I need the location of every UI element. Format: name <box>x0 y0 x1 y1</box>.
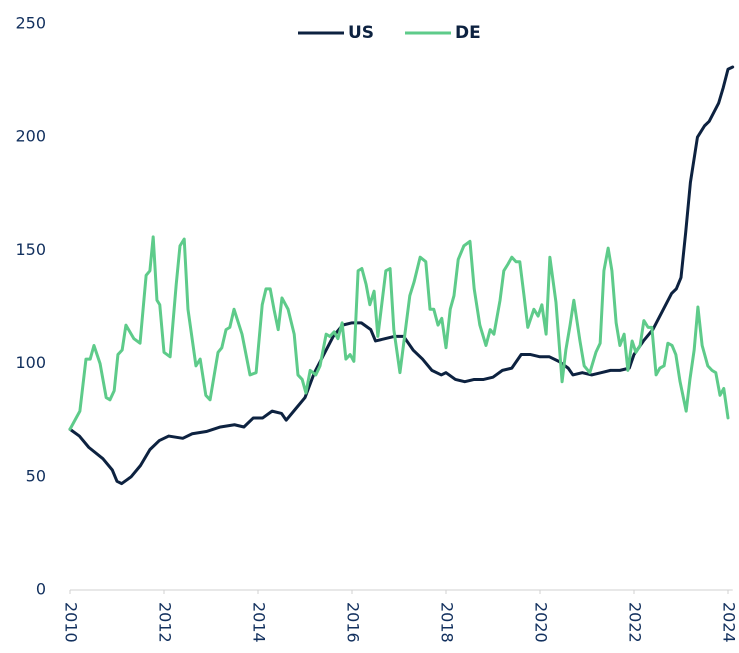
y-tick-label: 150 <box>15 240 46 259</box>
x-tick-label: 2014 <box>250 602 269 643</box>
y-tick-label: 50 <box>26 466 46 485</box>
x-tick-label: 2016 <box>344 602 363 643</box>
y-tick-label: 200 <box>15 127 46 146</box>
x-tick-label: 2018 <box>438 602 457 643</box>
x-tick-label: 2010 <box>62 602 81 643</box>
y-tick-label: 0 <box>36 580 46 599</box>
legend-label: US <box>348 23 374 43</box>
line-series <box>68 235 730 431</box>
x-tick-label: 2012 <box>156 602 175 643</box>
line-series <box>68 65 735 486</box>
x-tick-label: 2020 <box>532 602 551 643</box>
x-tick-label: 2024 <box>720 602 739 643</box>
legend-label: DE <box>455 23 481 43</box>
x-tick-label: 2022 <box>626 602 645 643</box>
y-tick-label: 100 <box>15 353 46 372</box>
y-tick-label: 250 <box>15 14 46 33</box>
